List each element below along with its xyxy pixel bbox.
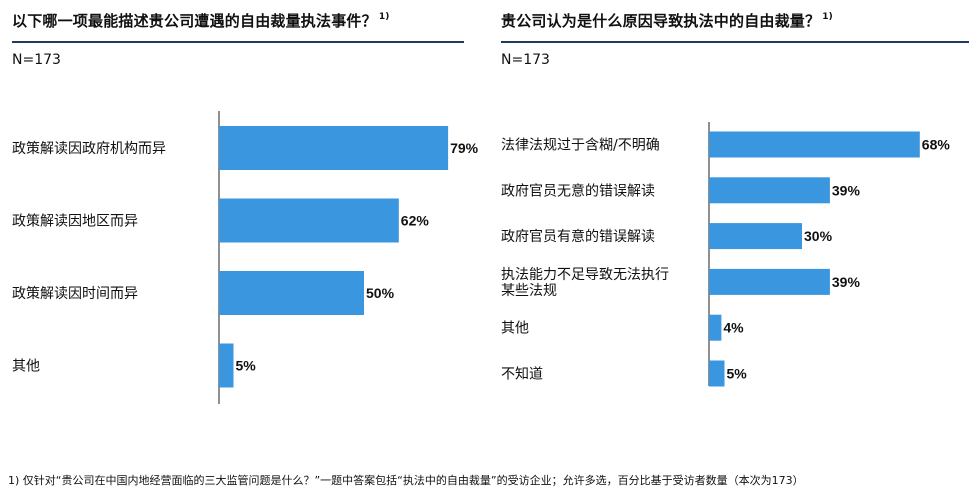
left-category-label-2-line-0: 政策解读因时间而异 — [12, 285, 138, 302]
right-bar-4 — [709, 314, 722, 341]
right-chart-title: 贵公司认为是什么原因导致执法中的自由裁量？ 1) — [501, 10, 833, 31]
right-category-label-1-line-0: 政府官员无意的错误解读 — [501, 182, 655, 199]
right-bar-2 — [709, 223, 802, 250]
right-chart-title-text: 贵公司认为是什么原因导致执法中的自由裁量？ — [501, 12, 821, 30]
left-category-label-0-line-0: 政策解读因政府机构而异 — [12, 140, 166, 157]
left-value-label-2: 50% — [366, 285, 395, 301]
left-value-label-1: 62% — [401, 213, 430, 229]
right-category-label-5: 不知道 — [501, 366, 543, 383]
right-category-label-3-line-0: 执法能力不足导致无法执行 — [501, 267, 669, 283]
right-value-label-0: 68% — [922, 137, 951, 153]
right-category-label-1: 政府官员无意的错误解读 — [501, 182, 655, 199]
right-sample-size: N=173 — [501, 52, 550, 68]
left-chart-title-text: 以下哪一项最能描述贵公司遭遇的自由裁量执法事件？ — [12, 12, 377, 30]
left-value-label-3: 5% — [236, 358, 257, 374]
left-chart-title: 以下哪一项最能描述贵公司遭遇的自由裁量执法事件？ 1) — [12, 10, 390, 31]
right-chart-title-note: 1) — [822, 12, 833, 22]
right-value-label-1: 39% — [832, 182, 861, 198]
right-category-label-2-line-0: 政府官员有意的错误解读 — [501, 228, 655, 245]
right-value-label-2: 30% — [804, 228, 833, 244]
right-value-label-3: 39% — [832, 274, 861, 290]
right-title-rule — [501, 41, 969, 43]
right-bar-3 — [709, 268, 830, 295]
right-bar-0 — [709, 131, 920, 158]
right-category-label-2: 政府官员有意的错误解读 — [501, 228, 655, 245]
left-value-label-0: 79% — [450, 140, 479, 156]
right-category-label-5-line-0: 不知道 — [501, 366, 543, 383]
left-sample-size: N=173 — [12, 52, 61, 68]
right-category-label-0-line-0: 法律法规过于含糊/不明确 — [501, 138, 660, 154]
right-bar-chart: 68% 法律法规过于含糊/不明确 39% 政府官员无意的错误解读 30% 政府官员有意的错… — [501, 122, 951, 387]
left-category-label-1: 政策解读因地区而异 — [12, 213, 138, 230]
right-category-label-0: 法律法规过于含糊/不明确 — [501, 138, 660, 154]
right-bar-1 — [709, 177, 830, 204]
left-bar-2 — [219, 271, 364, 315]
right-category-label-3-line-1: 某些法规 — [501, 283, 557, 299]
left-bar-3 — [219, 343, 234, 388]
left-title-rule — [12, 41, 464, 43]
right-value-label-4: 4% — [723, 320, 744, 336]
left-bar-chart: 79% 政策解读因政府机构而异 62% 政策解读因地区而异 50% 政策解读因时间而异 5%… — [12, 111, 479, 404]
left-chart-title-note: 1) — [378, 12, 390, 22]
right-bar-5 — [709, 360, 725, 387]
left-bar-1 — [219, 198, 399, 243]
left-bar-0 — [219, 126, 449, 170]
left-category-label-1-line-0: 政策解读因地区而异 — [12, 213, 138, 230]
right-category-label-4-line-0: 其他 — [501, 321, 529, 337]
left-category-label-2: 政策解读因时间而异 — [12, 285, 138, 302]
right-category-label-4: 其他 — [501, 321, 529, 337]
footnote: 1) 仅针对“贵公司在中国内地经营面临的三大监管问题是什么？”一题中答案包括“执… — [8, 474, 804, 487]
left-category-label-3-line-0: 其他 — [12, 359, 40, 375]
left-category-label-0: 政策解读因政府机构而异 — [12, 140, 166, 157]
right-value-label-5: 5% — [727, 366, 748, 382]
left-category-label-3: 其他 — [12, 359, 40, 375]
right-category-label-3: 执法能力不足导致无法执行某些法规 — [501, 267, 669, 299]
